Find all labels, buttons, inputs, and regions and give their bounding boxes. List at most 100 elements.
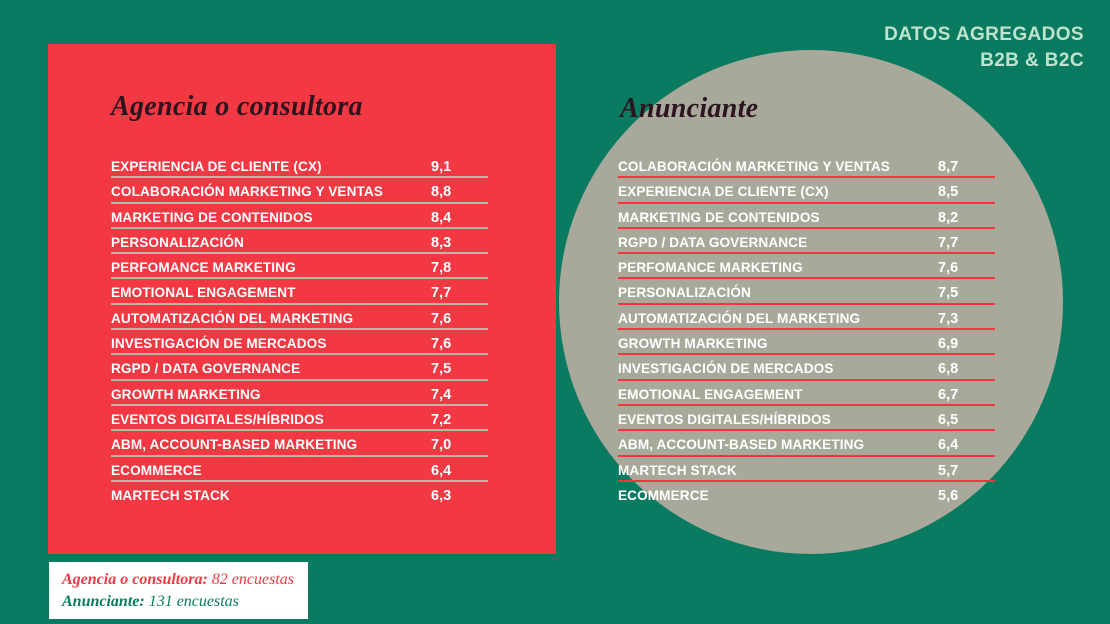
- agency-score-list: EXPERIENCIA DE CLIENTE (CX) 9,1 COLABORA…: [111, 153, 488, 507]
- legend-agency-count: 82 encuestas: [211, 571, 294, 588]
- score-label: COLABORACIÓN MARKETING Y VENTAS: [618, 159, 890, 174]
- score-label: EVENTOS DIGITALES/HÍBRIDOS: [618, 411, 831, 427]
- agency-score-row: GROWTH MARKETING 7,4: [111, 381, 488, 406]
- advertiser-score-row: ECOMMERCE 5,6: [618, 482, 995, 507]
- score-value: 6,7: [938, 386, 959, 403]
- advertiser-score-row: ABM, ACCOUNT-BASED MARKETING 6,4: [618, 431, 995, 457]
- agency-score-row: MARKETING DE CONTENIDOS 8,4: [111, 204, 488, 229]
- legend-advertiser-name: Anunciante:: [62, 593, 145, 610]
- agency-score-row: ABM, ACCOUNT-BASED MARKETING 7,0: [111, 431, 488, 457]
- score-value: 7,5: [431, 361, 452, 378]
- advertiser-score-row: MARTECH STACK 5,7: [618, 457, 995, 482]
- score-value: 8,3: [431, 234, 452, 251]
- legend-advertiser-count: 131 encuestas: [148, 593, 239, 610]
- score-value: 7,3: [938, 310, 959, 327]
- score-label: COLABORACIÓN MARKETING Y VENTAS: [111, 184, 383, 200]
- score-label: MARTECH STACK: [111, 487, 230, 503]
- score-label: AUTOMATIZACIÓN DEL MARKETING: [618, 310, 861, 326]
- score-value: 7,6: [431, 310, 452, 327]
- score-value: 7,0: [431, 437, 452, 454]
- agency-score-row: AUTOMATIZACIÓN DEL MARKETING 7,6: [111, 305, 488, 331]
- score-value: 5,6: [938, 487, 959, 504]
- score-value: 9,1: [431, 159, 452, 175]
- score-label: EXPERIENCIA DE CLIENTE (CX): [111, 159, 322, 174]
- score-value: 7,5: [938, 285, 959, 302]
- legend-agency-line: Agencia o consultora: 82 encuestas: [62, 569, 308, 591]
- advertiser-score-row: EXPERIENCIA DE CLIENTE (CX) 8,5: [618, 178, 995, 204]
- score-value: 8,7: [938, 159, 959, 175]
- agency-score-row: PERFOMANCE MARKETING 7,8: [111, 254, 488, 280]
- score-value: 5,7: [938, 462, 959, 479]
- legend-agency-name: Agencia o consultora:: [62, 571, 208, 588]
- score-label: GROWTH MARKETING: [618, 336, 768, 352]
- score-value: 6,8: [938, 361, 959, 378]
- score-value: 8,5: [938, 184, 959, 201]
- agency-score-row: PERSONALIZACIÓN 8,3: [111, 229, 488, 255]
- score-label: RGPD / DATA GOVERNANCE: [111, 361, 301, 377]
- score-value: 8,4: [431, 209, 452, 226]
- advertiser-score-row: COLABORACIÓN MARKETING Y VENTAS 8,7: [618, 153, 995, 179]
- advertiser-score-row: RGPD / DATA GOVERNANCE 7,7: [618, 229, 995, 255]
- score-label: EXPERIENCIA DE CLIENTE (CX): [618, 184, 829, 200]
- score-label: EMOTIONAL ENGAGEMENT: [111, 285, 296, 301]
- agency-score-row: RGPD / DATA GOVERNANCE 7,5: [111, 355, 488, 381]
- advertiser-score-list: COLABORACIÓN MARKETING Y VENTAS 8,7 EXPE…: [618, 153, 995, 507]
- score-value: 7,8: [431, 260, 452, 277]
- score-value: 8,2: [938, 209, 959, 226]
- advertiser-circle-background: [559, 50, 1063, 554]
- score-value: 6,5: [938, 411, 959, 428]
- score-label: PERFOMANCE MARKETING: [618, 260, 803, 276]
- score-label: MARKETING DE CONTENIDOS: [618, 209, 820, 225]
- aggregated-data-badge: DATOS AGREGADOS B2B & B2C: [884, 22, 1084, 74]
- advertiser-score-row: AUTOMATIZACIÓN DEL MARKETING 7,3: [618, 305, 995, 331]
- score-label: MARKETING DE CONTENIDOS: [111, 209, 313, 225]
- score-value: 7,7: [938, 234, 959, 251]
- agency-score-row: EXPERIENCIA DE CLIENTE (CX) 9,1: [111, 153, 488, 179]
- score-label: INVESTIGACIÓN DE MERCADOS: [111, 336, 327, 352]
- score-value: 6,4: [431, 462, 452, 479]
- agency-score-row: EMOTIONAL ENGAGEMENT 7,7: [111, 279, 488, 305]
- agency-score-row: EVENTOS DIGITALES/HÍBRIDOS 7,2: [111, 406, 488, 432]
- score-label: EVENTOS DIGITALES/HÍBRIDOS: [111, 411, 324, 427]
- score-label: PERFOMANCE MARKETING: [111, 260, 296, 276]
- score-value: 7,7: [431, 285, 452, 302]
- agency-score-row: INVESTIGACIÓN DE MERCADOS 7,6: [111, 330, 488, 356]
- advertiser-score-row: PERFOMANCE MARKETING 7,6: [618, 254, 995, 280]
- advertiser-score-row: EMOTIONAL ENGAGEMENT 6,7: [618, 381, 995, 406]
- score-value: 7,6: [431, 336, 452, 353]
- badge-line-2: B2B & B2C: [980, 50, 1084, 71]
- agency-panel-background: [48, 44, 556, 554]
- score-value: 7,6: [938, 260, 959, 277]
- score-label: PERSONALIZACIÓN: [111, 234, 244, 250]
- score-value: 6,9: [938, 336, 959, 353]
- score-label: ABM, ACCOUNT-BASED MARKETING: [111, 437, 358, 453]
- score-label: PERSONALIZACIÓN: [618, 285, 751, 301]
- score-value: 7,2: [431, 411, 452, 428]
- badge-line-1: DATOS AGREGADOS: [884, 24, 1084, 45]
- score-label: EMOTIONAL ENGAGEMENT: [618, 386, 803, 402]
- legend-box: Agencia o consultora: 82 encuestas Anunci…: [49, 562, 308, 619]
- advertiser-score-row: GROWTH MARKETING 6,9: [618, 330, 995, 356]
- score-value: 8,8: [431, 184, 452, 201]
- advertiser-title: Anunciante: [620, 93, 759, 124]
- score-label: INVESTIGACIÓN DE MERCADOS: [618, 361, 834, 377]
- score-value: 6,4: [938, 437, 959, 454]
- score-value: 6,3: [431, 487, 452, 504]
- legend-advertiser-line: Anunciante: 131 encuestas: [62, 591, 308, 613]
- agency-score-row: ECOMMERCE 6,4: [111, 457, 488, 482]
- advertiser-score-row: MARKETING DE CONTENIDOS 8,2: [618, 204, 995, 229]
- score-label: AUTOMATIZACIÓN DEL MARKETING: [111, 310, 354, 326]
- agency-score-row: MARTECH STACK 6,3: [111, 482, 488, 507]
- advertiser-score-row: INVESTIGACIÓN DE MERCADOS 6,8: [618, 355, 995, 381]
- agency-score-row: COLABORACIÓN MARKETING Y VENTAS 8,8: [111, 178, 488, 204]
- score-label: GROWTH MARKETING: [111, 386, 261, 402]
- score-label: ECOMMERCE: [111, 462, 202, 478]
- score-label: RGPD / DATA GOVERNANCE: [618, 234, 808, 250]
- score-label: ECOMMERCE: [618, 487, 709, 503]
- advertiser-score-row: EVENTOS DIGITALES/HÍBRIDOS 6,5: [618, 406, 995, 432]
- score-value: 7,4: [431, 386, 452, 403]
- score-label: ABM, ACCOUNT-BASED MARKETING: [618, 437, 865, 453]
- score-label: MARTECH STACK: [618, 462, 737, 478]
- agency-title: Agencia o consultora: [111, 91, 363, 122]
